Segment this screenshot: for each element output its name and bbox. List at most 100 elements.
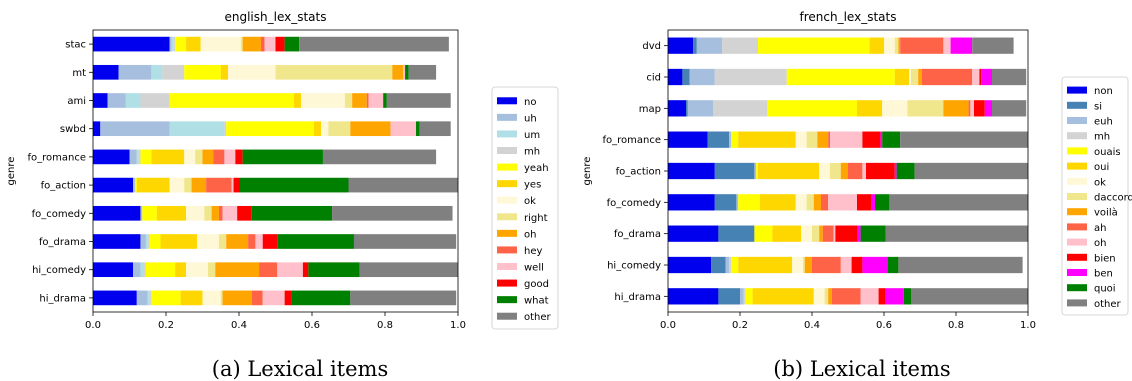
chart1-bar-hi-comedy-oh bbox=[215, 262, 260, 278]
chart1-bar-fo-romance-uh bbox=[129, 149, 137, 165]
chart2-caption: (b) Lexical items bbox=[773, 357, 950, 381]
chart2-legend-swatch-euh bbox=[1067, 117, 1087, 124]
chart2-bar-hi-comedy-si bbox=[711, 256, 726, 274]
chart1-bar-stac-right bbox=[240, 36, 243, 52]
chart1-bar-fo-comedy-yeah bbox=[142, 205, 157, 221]
chart1-bar-fo-comedy-well bbox=[222, 205, 238, 221]
chart1-title: english_lex_stats bbox=[224, 10, 326, 24]
chart1-bar-fo-romance-mh bbox=[138, 149, 141, 165]
chart2-bar-map-mh bbox=[713, 100, 767, 117]
chart1-bar-mt-no bbox=[93, 64, 119, 80]
chart2-bar-map-ben bbox=[984, 100, 992, 117]
chart1-legend-label-hey: hey bbox=[524, 246, 542, 257]
chart1-bar-fo-romance-no bbox=[93, 149, 130, 165]
chart2-bar-hi-drama-quoi bbox=[903, 288, 911, 305]
chart2-bar-fo-romance-ben bbox=[880, 131, 883, 148]
chart2-bar-cid-ok bbox=[909, 68, 911, 86]
chart1-bar-hi-drama-yeah bbox=[151, 290, 181, 306]
chart2-bar-map-other bbox=[992, 100, 1027, 117]
chart2-bar-fo-romance-ouais bbox=[731, 131, 739, 148]
chart1-bar-fo-romance-right bbox=[195, 149, 203, 165]
chart2-bar-cid-ah bbox=[921, 68, 973, 86]
chart2-xtick-label: 0.2 bbox=[732, 320, 748, 331]
chart2-bar-fo-action-voil bbox=[840, 162, 848, 180]
chart1-bar-swbd-um bbox=[169, 121, 225, 137]
chart1-legend-swatch-yeah bbox=[497, 163, 517, 171]
chart1-ytick-label-fo-action: fo_action bbox=[41, 181, 86, 192]
chart2-bar-hi-drama-euh bbox=[740, 288, 744, 305]
chart2-bar-dvd-voil bbox=[898, 37, 901, 54]
chart1-bar-swbd-other bbox=[419, 121, 451, 137]
chart2-ytick-label-fo-comedy: fo_comedy bbox=[607, 198, 661, 209]
chart1-bar-mt-what bbox=[405, 64, 409, 80]
chart1-ylabel: genre bbox=[6, 157, 17, 186]
chart1-bar-ami-other bbox=[386, 93, 451, 108]
chart2-bar-dvd-mh bbox=[722, 37, 758, 54]
chart1-ytick-label-hi-drama: hi_drama bbox=[39, 293, 86, 304]
chart2-bar-fo-drama-ah bbox=[822, 225, 834, 242]
chart1-bar-hi-comedy-yeah bbox=[145, 262, 176, 278]
chart2-ytick-label-dvd: dvd bbox=[642, 41, 661, 52]
chart1-bar-fo-comedy-other bbox=[332, 205, 453, 221]
chart2-bar-dvd-euh bbox=[696, 37, 722, 54]
chart1-bar-fo-romance-well bbox=[224, 149, 236, 165]
chart2-bar-fo-action-non bbox=[668, 162, 715, 180]
chart2-bar-fo-romance-si bbox=[707, 131, 730, 148]
chart1-bar-swbd-what bbox=[416, 121, 420, 137]
chart2-bar-hi-comedy-ok bbox=[792, 256, 803, 274]
chart1-ytick-label-hi-comedy: hi_comedy bbox=[32, 265, 86, 276]
chart2-bar-fo-action-quoi bbox=[896, 162, 915, 180]
chart2-bar-fo-action-bien bbox=[866, 162, 895, 180]
chart2-bar-fo-romance-oui bbox=[738, 131, 796, 148]
chart2-bar-hi-comedy-ah bbox=[812, 256, 841, 274]
chart1-legend-swatch-what bbox=[497, 296, 517, 304]
chart1-ytick-label-swbd: swbd bbox=[60, 124, 86, 135]
chart2-legend-swatch-voil bbox=[1067, 208, 1087, 216]
chart1-bar-ami-hey bbox=[366, 93, 369, 108]
chart1-legend-label-what: what bbox=[524, 296, 549, 307]
chart1-bar-hi-drama-hey bbox=[251, 290, 263, 306]
chart1-ytick-label-ami: ami bbox=[67, 96, 86, 107]
chart2-bar-cid-oui bbox=[894, 68, 910, 86]
chart1-legend-swatch-mh bbox=[497, 147, 517, 154]
chart1-bar-hi-drama-mh bbox=[149, 290, 152, 306]
chart1-bar-fo-drama-other bbox=[353, 234, 457, 249]
chart1-bar-fo-comedy-no bbox=[93, 205, 141, 221]
chart1-legend-label-oh: oh bbox=[524, 229, 536, 240]
chart2-legend-label-bien: bien bbox=[1094, 253, 1116, 264]
chart1-bar-mt-ok bbox=[228, 64, 276, 80]
chart1-legend-label-good: good bbox=[524, 279, 549, 290]
chart1-ytick-label-mt: mt bbox=[72, 68, 86, 79]
chart1-bar-mt-well bbox=[403, 64, 406, 80]
chart2-bar-dvd-ah bbox=[900, 37, 944, 54]
chart2-bar-hi-drama-bien bbox=[878, 288, 886, 305]
chart2-bar-map-daccord bbox=[907, 100, 944, 117]
chart1-bar-hi-drama-yes bbox=[180, 290, 203, 306]
chart1-bar-fo-drama-what bbox=[277, 234, 354, 249]
chart2-bar-fo-comedy-euh bbox=[736, 194, 739, 211]
chart2-bar-fo-action-ok bbox=[819, 162, 830, 180]
chart2-bar-hi-drama-oh bbox=[860, 288, 879, 305]
chart2-ytick-label-fo-action: fo_action bbox=[616, 167, 661, 178]
chart2-bar-fo-comedy-other bbox=[889, 194, 1028, 211]
chart2-title: french_lex_stats bbox=[800, 10, 897, 24]
chart2-bar-map-euh bbox=[687, 100, 713, 117]
chart2-bar-dvd-ouais bbox=[758, 37, 870, 54]
chart1-bar-stac-um bbox=[171, 36, 174, 52]
chart1-legend-swatch-right bbox=[497, 213, 517, 221]
chart1-bar-hi-drama-um bbox=[147, 290, 150, 306]
chart2-legend-label-ouais: ouais bbox=[1094, 147, 1121, 158]
chart2-bar-fo-drama-ben bbox=[857, 225, 861, 242]
chart1-legend-label-no: no bbox=[524, 97, 536, 108]
chart2-bar-fo-drama-ok bbox=[801, 225, 812, 242]
chart1-bar-stac-hey bbox=[260, 36, 265, 52]
chart1-bar-ami-what bbox=[383, 93, 387, 108]
chart1-bar-fo-action-what bbox=[239, 177, 349, 193]
chart1-bar-hi-comedy-well bbox=[277, 262, 303, 278]
chart1-bar-swbd-yeah bbox=[226, 121, 314, 137]
chart2-bar-fo-action-oui bbox=[758, 162, 820, 180]
chart2-bar-fo-action-ouais bbox=[756, 162, 758, 180]
chart1-bar-fo-romance-yes bbox=[151, 149, 185, 165]
chart2-bar-fo-action-other bbox=[914, 162, 1028, 180]
